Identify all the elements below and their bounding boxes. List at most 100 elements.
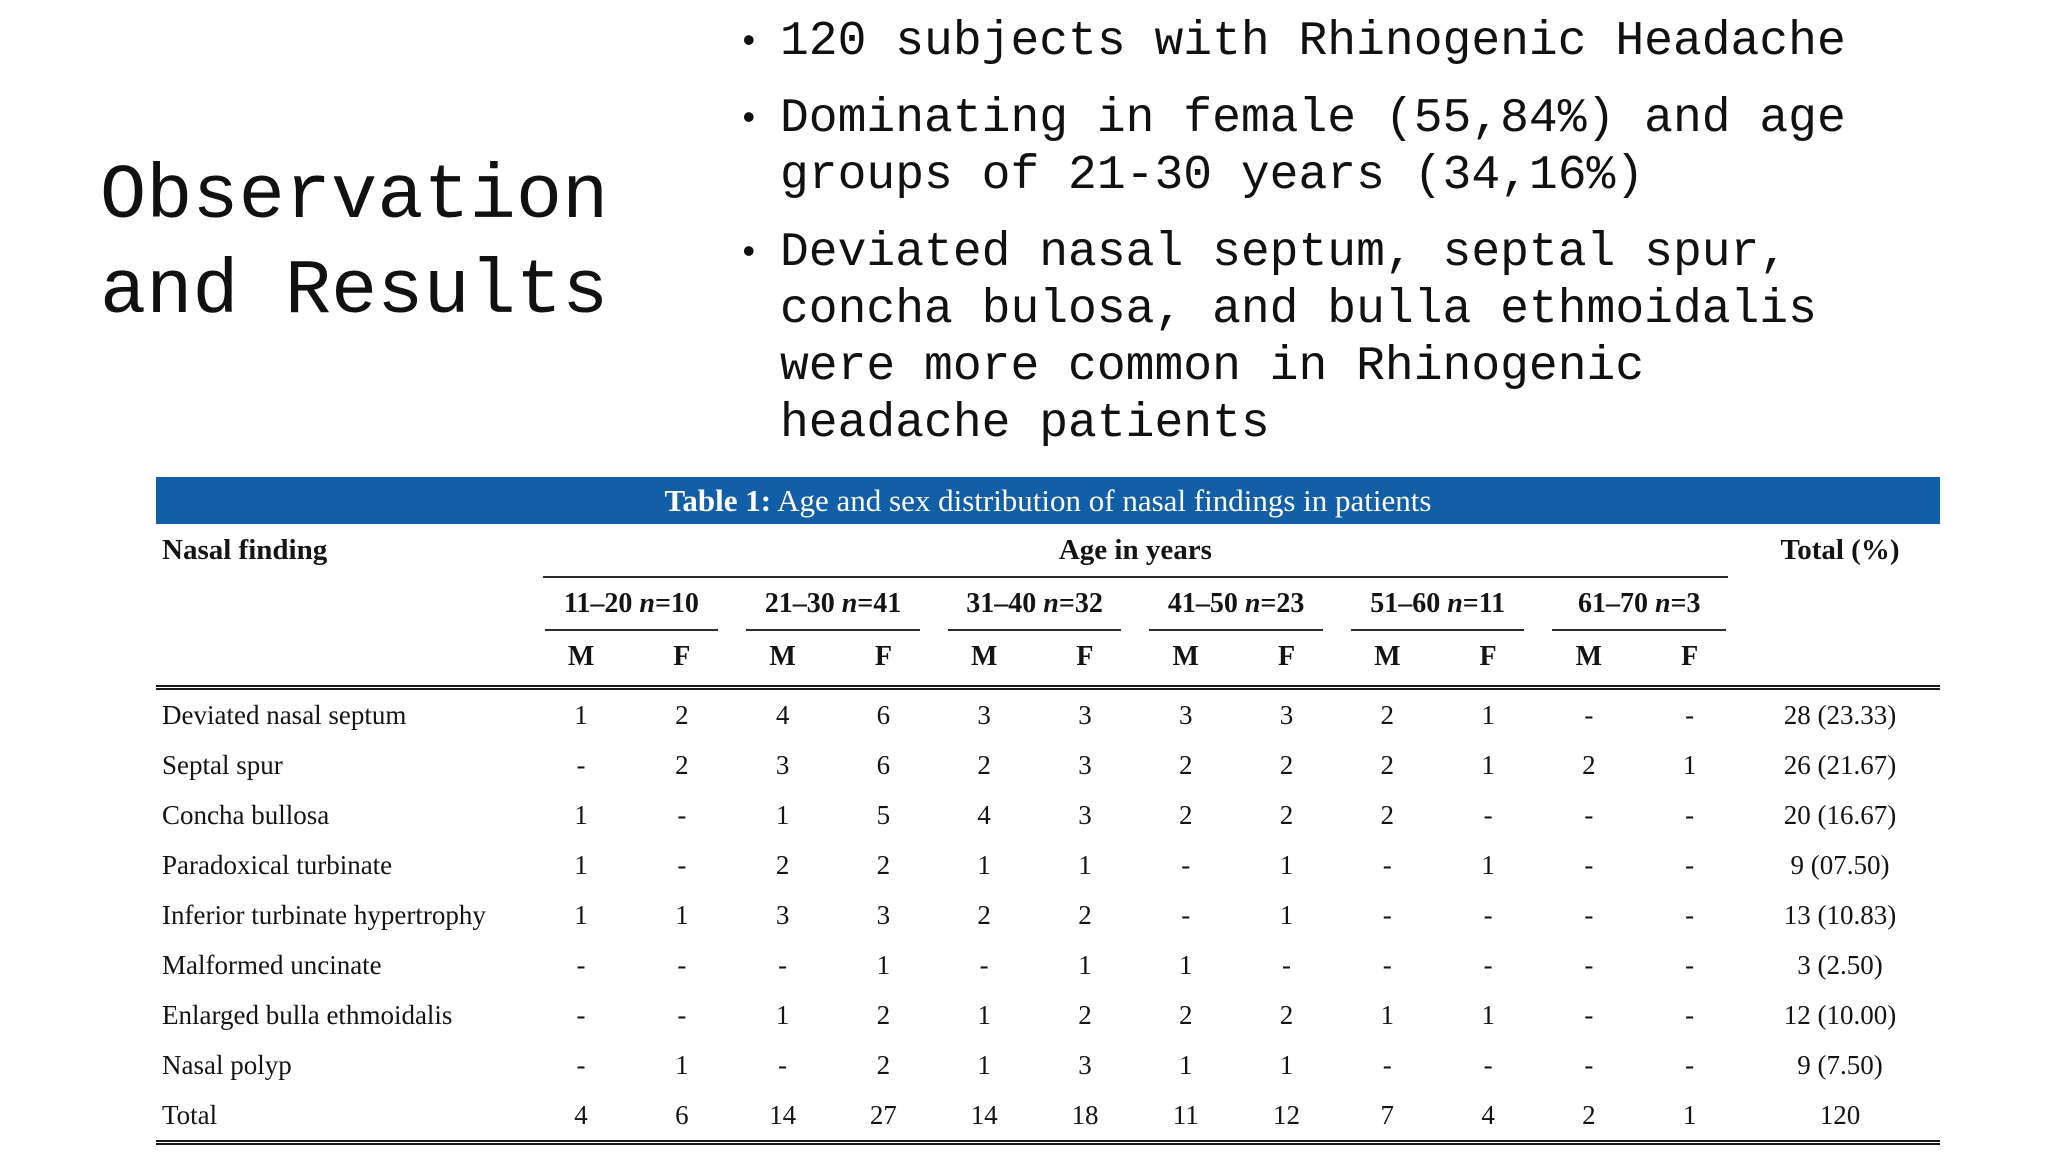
value-cell: 5 [876, 800, 891, 830]
value-cell: 1 [1682, 750, 1697, 780]
value-cell: 1 [1279, 1050, 1294, 1080]
sex-header: M [567, 641, 595, 672]
page-title: Observation and Results [100, 154, 609, 336]
bullet-item: • Deviated nasal septum, septal spur, co… [738, 225, 1938, 453]
value-cell: 2 [1178, 1000, 1193, 1030]
value-cell: - [1282, 950, 1292, 980]
total-cell: 12 (10.00) [1783, 1000, 1897, 1030]
value-cell: 1 [775, 800, 790, 830]
column-header-total: Total (%) [1780, 534, 1900, 566]
value-cell: 3 [1078, 800, 1092, 830]
value-cell: 3 [775, 900, 790, 930]
column-header-nasal-finding: Nasal finding [162, 534, 328, 566]
sex-header: M [1172, 641, 1199, 672]
table-header-row: Nasal finding Age in years Total (%) [156, 524, 1940, 578]
value-cell: - [1382, 900, 1392, 930]
n-count: =32 [1058, 588, 1103, 619]
value-cell: 1 [574, 900, 588, 930]
sex-header: F [1277, 641, 1296, 672]
row-label-cell: Enlarged bulla ethmoidalis [162, 1000, 453, 1030]
value-cell: 3 [1135, 685, 1237, 740]
value-cell: 6 [631, 1090, 733, 1145]
value-cell: - [576, 950, 586, 980]
value-cell: 1 [675, 900, 689, 930]
value-cell: 4 [1437, 1090, 1539, 1145]
table-row: Enlarged bulla ethmoidalis - - 1 2 1 2 2 2 1 1 - - 12… [156, 990, 1940, 1040]
value-cell: 3 [1078, 750, 1092, 780]
value-cell: 6 [833, 685, 934, 740]
value-cell: 2 [1538, 1090, 1640, 1145]
value-cell: 1 [1639, 1090, 1741, 1145]
sex-header: F [874, 641, 892, 672]
value-cell: 2 [1279, 1000, 1294, 1030]
value-cell: 1 [1481, 750, 1495, 780]
row-label-cell: Deviated nasal septum [156, 685, 531, 740]
value-cell: - [1685, 1050, 1695, 1080]
bullet-text: Dominating in female (55,84%) and age gr… [780, 92, 1846, 203]
value-cell: - [1685, 850, 1695, 880]
total-cell: 26 (21.67) [1783, 750, 1897, 780]
table-row: Deviated nasal septum 1 2 4 6 3 3 3 3 2 1- -28 (23.… [156, 685, 1940, 740]
table-row: Nasal polyp - 1 - 2 1 3 1 1 - - - - 9 (7.50) [156, 1040, 1940, 1090]
findings-table: Nasal finding Age in years Total (%) 11–… [156, 524, 1940, 1145]
n-symbol: n [1244, 588, 1261, 619]
value-cell: 11 [1135, 1090, 1237, 1145]
value-cell: 2 [876, 1050, 891, 1080]
n-symbol: n [841, 588, 858, 619]
value-cell: 1 [977, 1000, 991, 1030]
value-cell: 2 [1279, 800, 1294, 830]
total-cell: 9 (7.50) [1797, 1050, 1883, 1080]
bullet-item: • Dominating in female (55,84%) and age … [738, 91, 1938, 205]
age-range-label: 31–40 [966, 588, 1044, 619]
row-label-cell: Concha bullosa [162, 800, 330, 830]
value-cell: 2 [1078, 1000, 1092, 1030]
total-cell: 20 (16.67) [1783, 800, 1897, 830]
bullet-icon: • [738, 99, 760, 140]
value-cell: 1 [1380, 1000, 1395, 1030]
total-cell: 3 (2.50) [1797, 950, 1883, 980]
value-cell: - [677, 950, 687, 980]
value-cell: - [1584, 1050, 1594, 1080]
value-cell: - [1538, 685, 1640, 740]
value-cell: 4 [977, 800, 991, 830]
value-cell: - [576, 750, 586, 780]
value-cell: 2 [1380, 800, 1395, 830]
value-cell: 1 [977, 1050, 991, 1080]
value-cell: - [1483, 900, 1493, 930]
table-row: Malformed uncinate - - - 1 - 1 1 - - - - - 3 (2.50) [156, 940, 1940, 990]
value-cell: 3 [775, 750, 790, 780]
value-cell: - [1584, 1000, 1594, 1030]
row-label-cell: Nasal polyp [162, 1050, 292, 1080]
total-cell: 9 (07.50) [1790, 850, 1890, 880]
value-cell: - [576, 1000, 586, 1030]
table-row: Paradoxical turbinate 1 - 2 2 1 1 - 1 - 1 - - 9 (07.5… [156, 840, 1940, 890]
n-count: =23 [1260, 588, 1305, 619]
value-cell: 3 [876, 900, 891, 930]
bullet-icon: • [738, 22, 760, 63]
table-row: Concha bullosa 1 - 1 5 4 3 2 2 2 - - - 20 (16.67) [156, 790, 1940, 840]
value-cell: 6 [876, 750, 891, 780]
total-cell: 120 [1740, 1090, 1940, 1145]
sex-header: M [769, 641, 796, 672]
value-cell: - [677, 850, 687, 880]
n-count: =10 [654, 588, 699, 619]
value-cell: - [1584, 800, 1594, 830]
value-cell: - [778, 1050, 788, 1080]
value-cell: 3 [933, 685, 1035, 740]
bullet-text: Deviated nasal septum, septal spur, conc… [780, 226, 1817, 451]
age-group-header-row: 11–20 n=10 21–30 n=41 31–40 n=32 41–50 n=23… [156, 578, 1940, 631]
value-cell: 1 [1279, 900, 1294, 930]
value-cell: 1 [876, 950, 891, 980]
age-group-header: 51–60 n=11 [1337, 578, 1539, 631]
table-1: Table 1: Age and sex distribution of nas… [156, 477, 1940, 1145]
age-group-header: 61–70 n=3 [1538, 578, 1740, 631]
value-cell: 2 [1336, 685, 1438, 740]
n-count: =41 [857, 588, 902, 619]
value-cell: - [1483, 950, 1493, 980]
sex-header: F [673, 641, 691, 672]
value-cell: 1 [1481, 1000, 1495, 1030]
n-symbol: n [1043, 588, 1059, 619]
value-cell: 2 [1178, 800, 1193, 830]
row-label-cell: Total [156, 1090, 531, 1145]
value-cell: 1 [675, 1050, 689, 1080]
